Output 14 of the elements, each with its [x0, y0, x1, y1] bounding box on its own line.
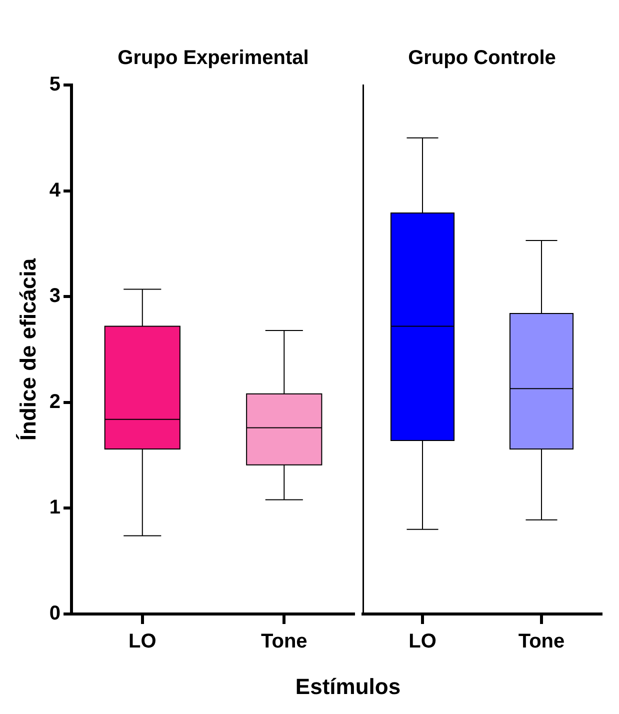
chart-title: Grupo Experimental [116, 46, 310, 70]
x-tick-label: LO [408, 630, 436, 653]
y-tick-label: 0 [49, 602, 61, 625]
x-tick-label: Tone [260, 630, 308, 653]
x-tick-label: Tone [518, 630, 565, 653]
x-axis-title: Estímulos [294, 674, 402, 700]
x-tick-label: LO [128, 630, 156, 653]
y-tick-label: 5 [49, 74, 61, 96]
y-tick-label: 1 [49, 496, 61, 519]
chart-title: Grupo Controle [407, 46, 557, 70]
y-tick-label: 2 [49, 390, 61, 413]
y-tick-label: 4 [49, 179, 62, 202]
y-tick-label: 3 [49, 285, 61, 308]
y-axis-title: Índice de eficácia [15, 258, 40, 441]
